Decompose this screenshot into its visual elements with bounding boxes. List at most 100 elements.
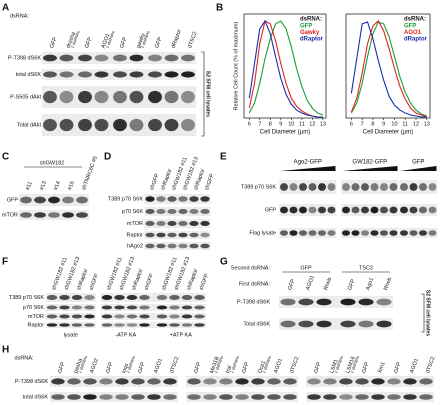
band: [148, 54, 162, 62]
gradient-wedge: [400, 166, 437, 171]
band: [46, 305, 58, 310]
band: [340, 298, 356, 306]
band: [78, 90, 92, 104]
band: [145, 196, 155, 202]
band: [181, 71, 195, 78]
lane-label: GFP: [105, 361, 115, 374]
row-label: T389 p70 S6K: [9, 295, 44, 301]
band: [283, 378, 297, 385]
band: [194, 314, 205, 319]
lane-label: shRaptor: [131, 268, 144, 291]
band: [20, 196, 32, 204]
x-axis-label: Cell Diameter (µm): [363, 130, 413, 136]
band: [43, 54, 57, 62]
band: [380, 230, 388, 236]
band: [129, 90, 144, 104]
band: [203, 378, 217, 385]
band: [351, 230, 360, 236]
blot-strip: [50, 376, 178, 387]
caption: First dsRNA:: [239, 281, 271, 287]
lane-label: #13: [39, 180, 48, 191]
row-label: GFP: [265, 207, 277, 213]
band: [126, 305, 138, 310]
band: [129, 118, 144, 132]
band: [342, 206, 350, 214]
band: [389, 230, 398, 236]
panel-label: G: [220, 257, 228, 268]
lane-label: pasha: [73, 357, 84, 374]
lane-label: AGO1: [273, 358, 284, 374]
panel-label: C: [2, 152, 9, 163]
band: [280, 298, 296, 306]
band: [178, 196, 188, 202]
band: [114, 314, 125, 319]
row-label: p70 S6K: [23, 305, 44, 311]
lane-label: loqs: [121, 362, 130, 374]
band: [419, 378, 433, 385]
band: [169, 314, 180, 319]
band: [181, 90, 195, 104]
band: [189, 208, 199, 215]
band: [59, 54, 74, 62]
band: [67, 394, 81, 400]
group-label: GFP: [300, 265, 312, 271]
legend-entry: GFP: [300, 24, 312, 30]
band: [181, 305, 193, 310]
band: [101, 314, 113, 319]
lane-label: GFP: [154, 36, 164, 49]
band: [67, 378, 81, 385]
band: [371, 394, 385, 400]
band: [156, 243, 166, 249]
blot-strip: [144, 242, 211, 250]
lane-label: #11: [25, 181, 34, 191]
legend-title: dsRNA:: [404, 17, 426, 23]
panel-label: B: [216, 3, 223, 14]
bracket: [201, 51, 205, 137]
lane-label: shGFP: [149, 173, 161, 191]
band: [34, 212, 46, 218]
x-tick-label: 7: [361, 121, 364, 127]
band: [99, 378, 113, 385]
band: [389, 206, 398, 214]
band: [164, 90, 179, 104]
lane-note: 2 dsRNAs: [125, 355, 136, 374]
legend-entry: dRaptor: [404, 37, 428, 43]
group-label: lysate: [64, 332, 78, 338]
band: [94, 54, 109, 62]
gradient-wedge: [342, 166, 398, 171]
panel-label: E: [220, 152, 227, 163]
band: [318, 206, 326, 214]
band: [145, 243, 155, 249]
band: [387, 378, 401, 385]
side-label: S2 SFM cell lysates: [205, 71, 211, 117]
row-label: Raptor: [126, 232, 143, 238]
lane-label: Dcp1: [257, 360, 267, 374]
band: [43, 118, 57, 132]
x-tick-label: 10: [288, 121, 294, 127]
plot-frame: [345, 13, 431, 119]
x-tick-label: 12: [309, 121, 315, 127]
blot-strip: [341, 228, 399, 238]
band: [355, 394, 369, 400]
legend-entry: dRaptor: [300, 37, 324, 43]
row-label: mTOR: [2, 212, 18, 218]
band: [167, 232, 177, 238]
band: [323, 394, 337, 400]
band: [34, 196, 46, 204]
lane-label: shGFP: [89, 273, 101, 291]
row-label: P-S505 dAkt: [10, 94, 41, 100]
panel-label: H: [2, 345, 9, 356]
band: [400, 206, 408, 214]
band: [380, 183, 388, 191]
lane-label: GFP: [287, 278, 297, 291]
band: [167, 243, 177, 249]
lane-note: 2 dsRNAs: [333, 355, 344, 374]
row-label: Flag lysate: [249, 230, 276, 236]
band: [129, 71, 144, 78]
row-label: total dS6K: [16, 72, 42, 78]
band: [84, 305, 95, 310]
band: [200, 232, 210, 238]
lane-label: GFP: [313, 361, 323, 374]
band: [409, 230, 418, 236]
lane-label: Rheb: [323, 277, 333, 291]
